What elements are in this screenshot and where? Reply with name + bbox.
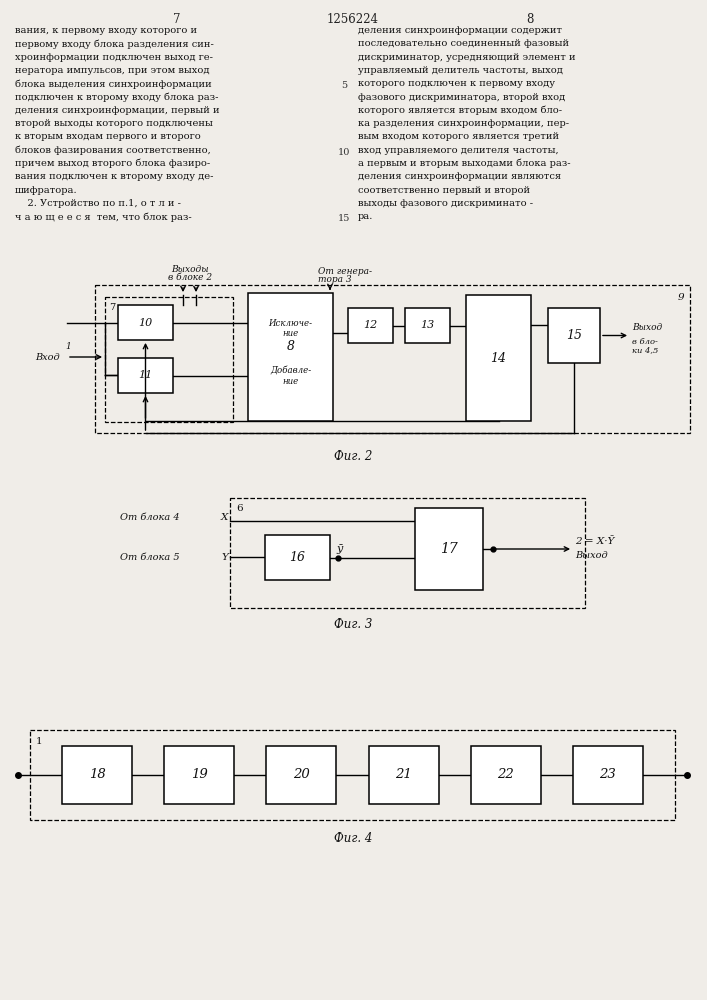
- Text: 11: 11: [139, 370, 153, 380]
- Text: ра.: ра.: [358, 212, 373, 221]
- Text: блоков фазирования соответственно,: блоков фазирования соответственно,: [15, 146, 211, 155]
- Text: 1: 1: [65, 342, 71, 351]
- Text: соответственно первый и второй: соответственно первый и второй: [358, 186, 530, 195]
- Text: Y: Y: [221, 552, 228, 562]
- Text: 7: 7: [109, 303, 115, 312]
- Text: ч а ю щ е е с я  тем, что блок раз-: ч а ю щ е е с я тем, что блок раз-: [15, 212, 192, 222]
- Text: фазового дискриминатора, второй вход: фазового дискриминатора, второй вход: [358, 93, 566, 102]
- Bar: [265, 535, 330, 580]
- Text: которого подключен к первому входу: которого подключен к первому входу: [358, 79, 555, 88]
- Bar: [105, 297, 233, 422]
- Bar: [368, 746, 438, 804]
- Text: а первым и вторым выходами блока раз-: а первым и вторым выходами блока раз-: [358, 159, 571, 168]
- Text: 22: 22: [497, 768, 514, 782]
- Text: 13: 13: [421, 320, 435, 330]
- Text: Исключе-: Исключе-: [269, 318, 312, 328]
- Text: Фиг. 2: Фиг. 2: [334, 450, 372, 463]
- Text: ки 4,5: ки 4,5: [632, 347, 658, 355]
- Text: 7: 7: [173, 13, 181, 26]
- Bar: [95, 285, 690, 433]
- Bar: [267, 746, 337, 804]
- Text: 18: 18: [89, 768, 105, 782]
- Text: 2. Устройство по п.1, о т л и -: 2. Устройство по п.1, о т л и -: [15, 199, 181, 208]
- Text: причем выход второго блока фазиро-: причем выход второго блока фазиро-: [15, 159, 210, 168]
- Text: 5: 5: [341, 81, 347, 90]
- Text: От блока 5: От блока 5: [120, 552, 180, 562]
- Text: От блока 4: От блока 4: [120, 514, 180, 522]
- Text: первому входу блока разделения син-: первому входу блока разделения син-: [15, 39, 214, 49]
- Bar: [548, 308, 600, 363]
- Text: 1: 1: [36, 737, 42, 746]
- Text: выходы фазового дискриминато -: выходы фазового дискриминато -: [358, 199, 533, 208]
- Bar: [466, 295, 531, 421]
- Text: Фиг. 4: Фиг. 4: [334, 832, 372, 845]
- Text: Фиг. 3: Фиг. 3: [334, 618, 372, 631]
- Text: ние: ние: [282, 376, 298, 385]
- Text: деления синхроинформации, первый и: деления синхроинформации, первый и: [15, 106, 220, 115]
- Text: управляемый делитель частоты, выход: управляемый делитель частоты, выход: [358, 66, 563, 75]
- Text: Вход: Вход: [35, 353, 60, 361]
- Text: 17: 17: [440, 542, 458, 556]
- Text: 15: 15: [338, 214, 350, 223]
- Text: подключен к второму входу блока раз-: подключен к второму входу блока раз-: [15, 93, 218, 102]
- Bar: [118, 305, 173, 340]
- Text: в бло-: в бло-: [632, 338, 658, 346]
- Text: 12: 12: [363, 320, 378, 330]
- Text: которого является вторым входом бло-: которого является вторым входом бло-: [358, 106, 562, 115]
- Text: 10: 10: [338, 148, 350, 157]
- Text: Добавле-: Добавле-: [270, 366, 311, 375]
- Text: вход управляемого делителя частоты,: вход управляемого делителя частоты,: [358, 146, 559, 155]
- Text: ние: ние: [282, 328, 298, 338]
- Text: деления синхроинформации содержит: деления синхроинформации содержит: [358, 26, 562, 35]
- Bar: [471, 746, 541, 804]
- Text: Выходы: Выходы: [171, 265, 209, 274]
- Text: 8: 8: [286, 340, 295, 354]
- Text: 10: 10: [139, 318, 153, 328]
- Text: ȳ: ȳ: [336, 544, 342, 554]
- Bar: [164, 746, 234, 804]
- Text: 16: 16: [289, 551, 305, 564]
- Bar: [118, 358, 173, 393]
- Text: От генера-: От генера-: [318, 267, 372, 276]
- Bar: [415, 508, 483, 590]
- Text: вания, к первому входу которого и: вания, к первому входу которого и: [15, 26, 197, 35]
- Text: 2 = Х·Ȳ: 2 = Х·Ȳ: [575, 536, 614, 546]
- Text: 19: 19: [191, 768, 208, 782]
- Text: 1256224: 1256224: [327, 13, 379, 26]
- Text: 9: 9: [677, 293, 684, 302]
- Text: ка разделения синхроинформации, пер-: ка разделения синхроинформации, пер-: [358, 119, 569, 128]
- Bar: [30, 730, 675, 820]
- Text: последовательно соединенный фазовый: последовательно соединенный фазовый: [358, 39, 569, 48]
- Text: 8: 8: [526, 13, 534, 26]
- Text: 21: 21: [395, 768, 412, 782]
- Text: деления синхроинформации являются: деления синхроинформации являются: [358, 172, 561, 181]
- Text: хроинформации подключен выход ге-: хроинформации подключен выход ге-: [15, 53, 213, 62]
- Text: тора 3: тора 3: [318, 275, 351, 284]
- Bar: [348, 308, 393, 343]
- Bar: [405, 308, 450, 343]
- Text: в блоке 2: в блоке 2: [168, 273, 212, 282]
- Text: 14: 14: [491, 352, 506, 364]
- Text: 15: 15: [566, 329, 582, 342]
- Text: 23: 23: [600, 768, 617, 782]
- Text: X: X: [221, 514, 228, 522]
- Text: шифратора.: шифратора.: [15, 186, 78, 195]
- Text: 6: 6: [236, 504, 243, 513]
- Bar: [248, 293, 333, 421]
- Bar: [62, 746, 132, 804]
- Text: Выход: Выход: [632, 323, 662, 332]
- Text: 20: 20: [293, 768, 310, 782]
- Text: дискриминатор, усредняющий элемент и: дискриминатор, усредняющий элемент и: [358, 53, 575, 62]
- Bar: [230, 498, 585, 608]
- Text: Выход: Выход: [575, 550, 607, 560]
- Text: вым входом которого является третий: вым входом которого является третий: [358, 132, 559, 141]
- Text: второй выходы которого подключены: второй выходы которого подключены: [15, 119, 213, 128]
- Text: нератора импульсов, при этом выход: нератора импульсов, при этом выход: [15, 66, 209, 75]
- Text: блока выделения синхроинформации: блока выделения синхроинформации: [15, 79, 212, 89]
- Text: вания подключен к второму входу де-: вания подключен к второму входу де-: [15, 172, 214, 181]
- Bar: [573, 746, 643, 804]
- Text: к вторым входам первого и второго: к вторым входам первого и второго: [15, 132, 201, 141]
